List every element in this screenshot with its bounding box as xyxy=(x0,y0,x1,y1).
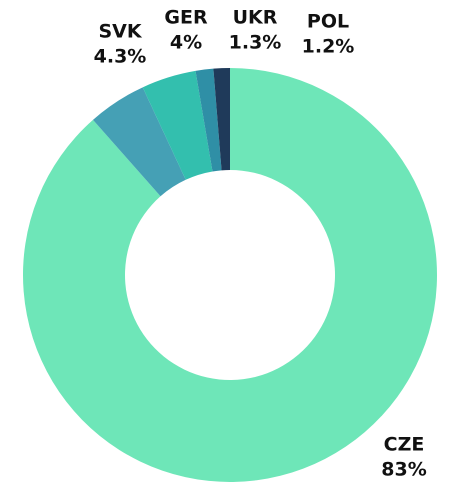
donut-slice xyxy=(195,68,222,172)
donut-slice xyxy=(22,68,437,482)
slice-value-label: 4.3% xyxy=(94,46,147,68)
slice-value-label: 1.2% xyxy=(302,36,355,58)
donut-slice xyxy=(92,87,186,197)
donut-slice xyxy=(213,68,230,171)
slice-label: SVK xyxy=(98,21,142,43)
slice-value-label: 83% xyxy=(381,459,426,481)
slice-label: GER xyxy=(164,7,208,29)
slice-label: CZE xyxy=(384,434,425,456)
slice-label: POL xyxy=(307,11,349,33)
donut-slice xyxy=(142,70,213,180)
slice-label: UKR xyxy=(233,7,278,29)
slice-value-label: 1.3% xyxy=(229,32,282,54)
slice-value-label: 4% xyxy=(170,32,202,54)
